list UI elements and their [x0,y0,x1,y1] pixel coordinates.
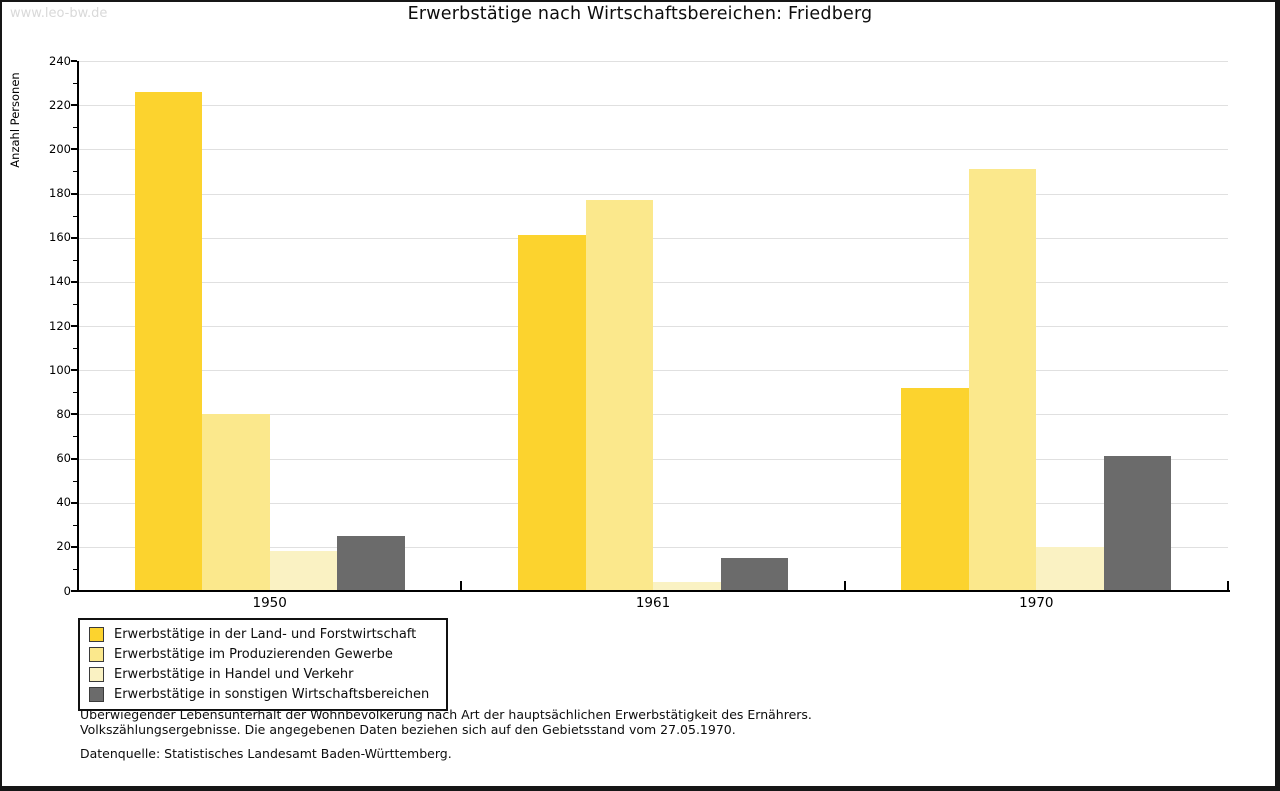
legend-row: Erwerbstätige in sonstigen Wirtschaftsbe… [80,684,446,704]
y-axis-minor-tick [73,568,77,570]
gridline [78,326,1228,327]
y-axis-tick [71,192,77,195]
y-tick-label: 20 [56,539,71,554]
y-axis-tick [71,369,77,372]
y-axis-tick [71,545,77,548]
category-label: 1961 [635,595,671,611]
bar-series1-1970 [901,387,969,591]
y-axis-minor-tick [73,127,77,129]
x-axis-line [77,590,1230,592]
category-label: 1950 [252,595,287,611]
legend-label: Erwerbstätige in sonstigen Wirtschaftsbe… [114,686,430,702]
y-axis-minor-tick [73,259,77,261]
legend-row: Erwerbstätige in Handel und Verkehr [80,664,446,684]
legend-swatch-icon [89,686,104,702]
data-source-line: Datenquelle: Statistisches Landesamt Bad… [80,746,452,761]
legend-swatch-icon [89,626,104,642]
legend-row: Erwerbstätige in der Land- und Forstwirt… [80,624,446,644]
legend-label: Erwerbstätige in Handel und Verkehr [114,666,354,682]
bar-series1-1950 [134,91,203,591]
footnotes: Überwiegender Lebensunterhalt der Wohnbe… [80,707,812,761]
y-tick-label: 220 [49,97,71,112]
legend-row: Erwerbstätige im Produzierenden Gewerbe [80,644,446,664]
y-tick-label: 180 [49,186,71,200]
bar-series1-1961 [518,235,586,591]
y-tick-label: 60 [56,451,71,465]
y-tick-label: 0 [63,583,71,598]
category-label: 1970 [1019,595,1054,611]
bar-series2-1970 [968,169,1037,591]
y-axis-tick [71,590,77,592]
y-axis-minor-tick [73,480,77,482]
bar-series4-1970 [1103,456,1172,591]
legend-box: Erwerbstätige in der Land- und Forstwirt… [78,618,448,711]
gridline [78,458,1228,460]
legend-swatch-icon [89,646,104,662]
y-axis-tick [71,60,77,62]
y-tick-label: 140 [49,274,71,289]
y-axis-line [77,61,79,592]
x-axis-tick [460,581,463,590]
y-tick-label: 80 [56,406,71,421]
legend-label: Erwerbstätige im Produzierenden Gewerbe [114,646,393,662]
y-axis-minor-tick [73,348,77,350]
gridline [78,149,1228,151]
y-axis-minor-tick [73,524,77,526]
y-axis-tick [71,457,77,460]
legend-swatch-icon [89,666,104,682]
y-axis-tick [71,280,77,283]
y-axis-tick [71,236,77,239]
bar-series4-1950 [337,535,405,591]
gridline [78,61,1228,62]
y-axis-minor-tick [73,83,77,85]
gridline [78,502,1228,504]
y-axis-minor-tick [73,436,77,438]
y-axis-tick [71,501,77,504]
gridline [78,370,1228,372]
bar-series4-1961 [720,557,788,591]
y-axis-minor-tick [73,392,77,394]
y-tick-label: 40 [56,495,71,510]
site-watermark: www.leo-bw.de [10,6,108,21]
y-axis-minor-tick [73,303,77,305]
bar-series3-1961 [653,582,721,591]
gridline [78,414,1228,416]
chart-title: Erwerbstätige nach Wirtschaftsbereichen:… [407,4,873,24]
y-axis-tick [71,413,77,416]
y-tick-label: 160 [49,230,71,245]
legend-label: Erwerbstätige in der Land- und Forstwirt… [114,626,417,642]
y-tick-label: 100 [49,362,71,377]
footnote-line-2: Volkszählungsergebnisse. Die angegebenen… [80,722,736,737]
bar-series3-1950 [269,551,338,591]
gridline [78,546,1228,548]
gridline [78,193,1228,195]
y-axis-minor-tick [73,171,77,173]
y-axis-tick [71,104,77,107]
gridline [78,105,1228,107]
bar-series2-1950 [202,414,270,591]
gridline [78,237,1228,239]
gridline [78,281,1228,283]
y-axis-tick [71,148,77,151]
x-axis-tick [1227,581,1229,590]
bar-series2-1961 [585,200,653,591]
bar-series3-1970 [1036,546,1104,591]
y-tick-label: 200 [49,141,71,156]
y-tick-label: 120 [49,318,71,333]
y-axis-minor-tick [73,215,77,217]
x-axis-tick [843,581,846,590]
y-tick-label: 240 [49,53,71,68]
y-axis-tick [71,325,77,327]
